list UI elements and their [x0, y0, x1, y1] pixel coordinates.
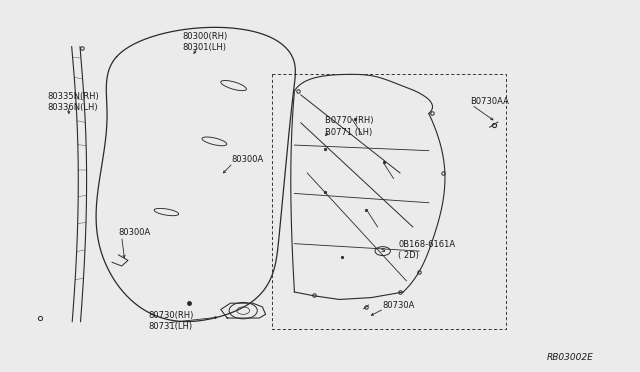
- Text: 0B168-6161A
( 2D): 0B168-6161A ( 2D): [398, 240, 455, 260]
- Text: B0730AA: B0730AA: [470, 97, 509, 106]
- Text: S: S: [380, 248, 385, 253]
- Text: 80300(RH)
80301(LH): 80300(RH) 80301(LH): [182, 32, 228, 52]
- Text: 80300A: 80300A: [118, 228, 150, 237]
- Text: 80335N(RH)
80336N(LH): 80335N(RH) 80336N(LH): [47, 92, 99, 112]
- Text: 80730(RH)
80731(LH): 80730(RH) 80731(LH): [148, 311, 194, 331]
- Text: 80730A: 80730A: [383, 301, 415, 310]
- Text: 80300A: 80300A: [232, 155, 264, 164]
- Text: B0770 (RH)
B0771 (LH): B0770 (RH) B0771 (LH): [325, 116, 374, 137]
- Text: RB03002E: RB03002E: [547, 353, 594, 362]
